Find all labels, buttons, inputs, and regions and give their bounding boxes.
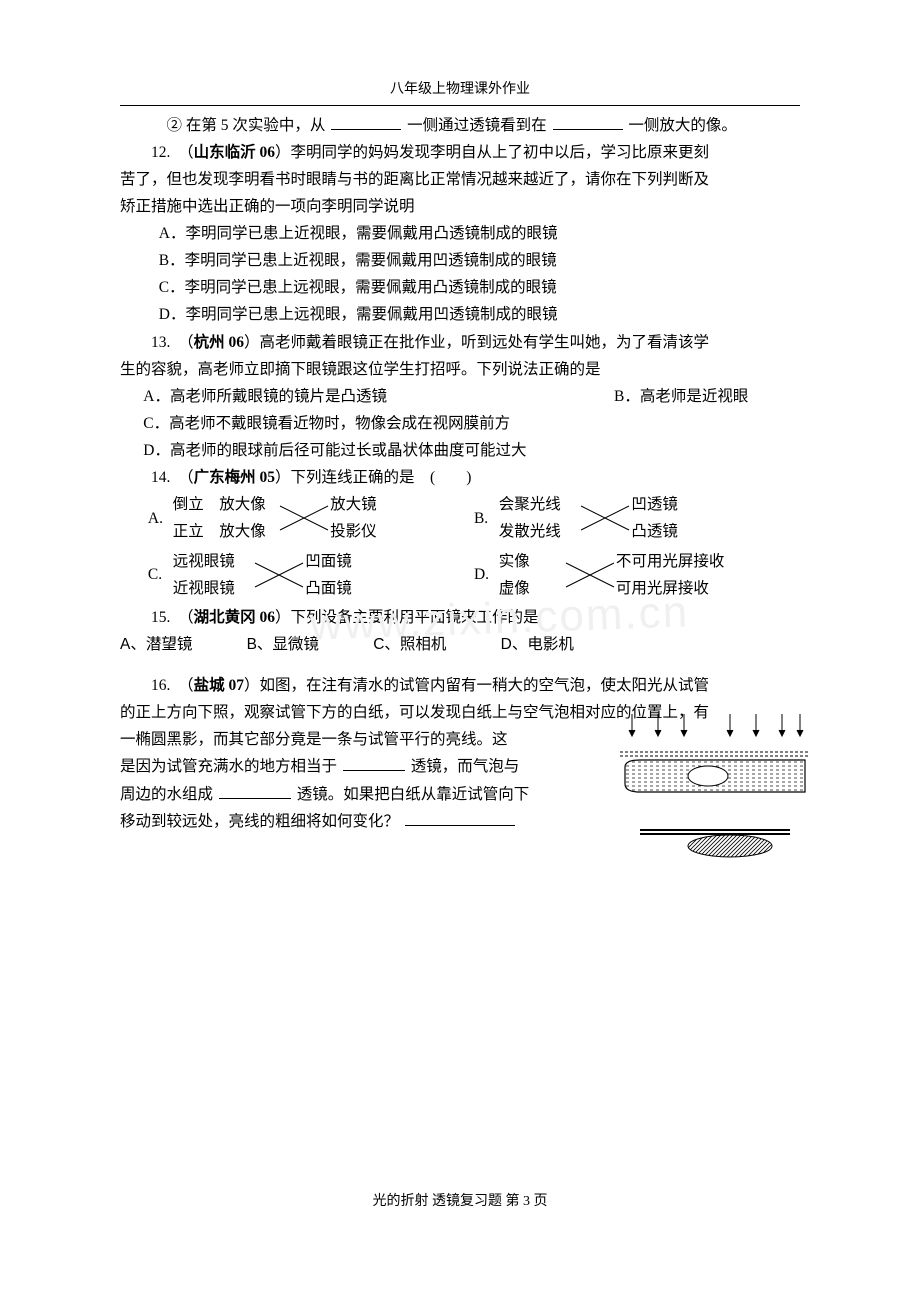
q11b-prefix: ② 在第 5 次实验中，从 — [167, 117, 326, 134]
spacer — [120, 658, 800, 672]
q14d-r2: 可用光屏接收 — [616, 575, 725, 602]
q13-opt-a[interactable]: A．高老师所戴眼镜的镜片是凸透镜 — [143, 383, 614, 410]
q15-opt-d[interactable]: D、电影机 — [501, 631, 574, 658]
q14b-r2: 凸透镜 — [631, 518, 678, 545]
q14d-r1: 不可用光屏接收 — [616, 548, 725, 575]
q14c-r2: 凸面镜 — [305, 575, 352, 602]
q15-opt-a[interactable]: A、潜望镜 — [120, 631, 192, 658]
q14-opt-d[interactable]: D. 实像 虚像 不可用光屏接收 可用光屏接收 — [474, 548, 800, 602]
left-col: 实像 虚像 — [499, 548, 564, 602]
q11b-mid2: 一侧放大的像。 — [628, 117, 737, 134]
q11b-mid1: 一侧通过透镜看到在 — [407, 117, 547, 134]
q14a-r2: 投影仪 — [330, 518, 377, 545]
blank-fill[interactable] — [553, 114, 623, 130]
q15-stem: 15. （湖北黄冈 06）下列设备主要利用平面镜来工作的是 — [120, 604, 800, 631]
q16-l5a: 周边的水组成 — [120, 786, 213, 803]
q15-opt-c[interactable]: C、照相机 — [373, 631, 446, 658]
q14a-r1: 放大镜 — [330, 491, 377, 518]
right-col: 凹透镜 凸透镜 — [631, 491, 678, 545]
left-col: 倒立 放大像 正立 放大像 — [173, 491, 278, 545]
q16-l6a: 移动到较远处，亮线的粗细将如何变化？ — [120, 813, 399, 830]
q13-row-ab: A．高老师所戴眼镜的镜片是凸透镜 B．高老师是近视眼 — [120, 383, 800, 410]
opt-label: B. — [474, 505, 499, 532]
page-header: 八年级上物理课外作业 — [120, 78, 800, 106]
q13-stem-l1: 13. （杭州 06）高老师戴着眼镜正在批作业，听到远处有学生叫她，为了看清该学 — [120, 329, 800, 356]
q14a-l2: 正立 放大像 — [173, 518, 278, 545]
q12-opt-d[interactable]: D．李明同学已患上远视眼，需要佩戴用凹透镜制成的眼镜 — [120, 301, 800, 328]
q14a-l1: 倒立 放大像 — [173, 491, 278, 518]
q11-sub2: ② 在第 5 次实验中，从 一侧通过透镜看到在 一侧放大的像。 — [120, 112, 800, 139]
left-col: 会聚光线 发散光线 — [499, 491, 580, 545]
text: 15. （湖北黄冈 06）下列设备主要利用平面镜来工作的是 — [151, 609, 539, 626]
blank-fill[interactable] — [343, 756, 405, 772]
q14-opt-a[interactable]: A. 倒立 放大像 正立 放大像 放大镜 投影仪 — [148, 491, 474, 545]
q14d-l1: 实像 — [499, 548, 564, 575]
right-col: 凹面镜 凸面镜 — [305, 548, 352, 602]
left-col: 远视眼镜 近视眼镜 — [173, 548, 254, 602]
q16-l4b: 透镜，而气泡与 — [411, 758, 520, 775]
opt-label: C. — [148, 561, 173, 588]
cross-lines-icon — [253, 555, 305, 595]
q14-opt-c[interactable]: C. 远视眼镜 近视眼镜 凹面镜 凸面镜 — [148, 548, 474, 602]
q16-l1: 16. （盐城 07）如图，在注有清水的试管内留有一稍大的空气泡，使太阳光从试管 — [120, 672, 800, 699]
opt-label: D. — [474, 561, 499, 588]
right-col: 放大镜 投影仪 — [330, 491, 377, 545]
q14-options: A. 倒立 放大像 正立 放大像 放大镜 投影仪 B. 会聚光线 发散光线 — [120, 491, 800, 604]
q13-stem-l2: 生的容貌，高老师立即摘下眼镜跟这位学生打招呼。下列说法正确的是 — [120, 356, 800, 383]
q15-options: A、潜望镜 B、显微镜 C、照相机 D、电影机 — [120, 631, 800, 658]
right-col: 不可用光屏接收 可用光屏接收 — [616, 548, 725, 602]
opt-label: A. — [148, 505, 173, 532]
text: 16. （盐城 07）如图，在注有清水的试管内留有一稍大的空气泡，使太阳光从试管 — [151, 677, 709, 694]
text: 12. （山东临沂 06）李明同学的妈妈发现李明自从上了初中以后，学习比原来更刻 — [151, 144, 709, 161]
q14d-l2: 虚像 — [499, 575, 564, 602]
page-content: 八年级上物理课外作业 ② 在第 5 次实验中，从 一侧通过透镜看到在 一侧放大的… — [0, 0, 920, 835]
blank-fill[interactable] — [331, 114, 401, 130]
q16-l4a: 是因为试管充满水的地方相当于 — [120, 758, 337, 775]
text: 14. （广东梅州 05）下列连线正确的是 ( ) — [151, 469, 471, 486]
q14b-r1: 凹透镜 — [631, 491, 678, 518]
cross-lines-icon — [278, 498, 330, 538]
text: 13. （杭州 06）高老师戴着眼镜正在批作业，听到远处有学生叫她，为了看清该学 — [151, 334, 709, 351]
q14c-r1: 凹面镜 — [305, 548, 352, 575]
q12-stem-l3: 矫正措施中选出正确的一项向李明同学说明 — [120, 193, 800, 220]
cross-lines-icon — [564, 555, 616, 595]
q13-opt-b[interactable]: B．高老师是近视眼 — [614, 383, 800, 410]
q16-l5b: 透镜。如果把白纸从靠近试管向下 — [297, 786, 530, 803]
q12-opt-a[interactable]: A．李明同学已患上近视眼，需要佩戴用凸透镜制成的眼镜 — [120, 220, 800, 247]
blank-fill[interactable] — [219, 783, 291, 799]
q12-stem-l2: 苦了，但也发现李明看书时眼睛与书的距离比正常情况越来越近了，请你在下列判断及 — [120, 166, 800, 193]
q14c-l2: 近视眼镜 — [173, 575, 254, 602]
q14-stem: 14. （广东梅州 05）下列连线正确的是 ( ) — [120, 464, 800, 491]
q12-opt-b[interactable]: B．李明同学已患上近视眼，需要佩戴用凹透镜制成的眼镜 — [120, 247, 800, 274]
q14b-l1: 会聚光线 — [499, 491, 580, 518]
q14-opt-b[interactable]: B. 会聚光线 发散光线 凹透镜 凸透镜 — [474, 491, 800, 545]
cross-lines-icon — [579, 498, 631, 538]
q15-opt-b[interactable]: B、显微镜 — [247, 631, 319, 658]
page-footer: 光的折射 透镜复习题 第 3 页 — [0, 1190, 920, 1215]
q14b-l2: 发散光线 — [499, 518, 580, 545]
q12-stem-l1: 12. （山东临沂 06）李明同学的妈妈发现李明自从上了初中以后，学习比原来更刻 — [120, 139, 800, 166]
blank-fill[interactable] — [405, 810, 515, 826]
q13-opt-c[interactable]: C．高老师不戴眼镜看近物时，物像会成在视网膜前方 — [120, 410, 800, 437]
q13-opt-d[interactable]: D．高老师的眼球前后径可能过长或晶状体曲度可能过大 — [120, 437, 800, 464]
q16-block: 16. （盐城 07）如图，在注有清水的试管内留有一稍大的空气泡，使太阳光从试管… — [120, 672, 800, 835]
q12-opt-c[interactable]: C．李明同学已患上远视眼，需要佩戴用凸透镜制成的眼镜 — [120, 274, 800, 301]
tube-figure-icon — [620, 712, 810, 862]
q14c-l1: 远视眼镜 — [173, 548, 254, 575]
